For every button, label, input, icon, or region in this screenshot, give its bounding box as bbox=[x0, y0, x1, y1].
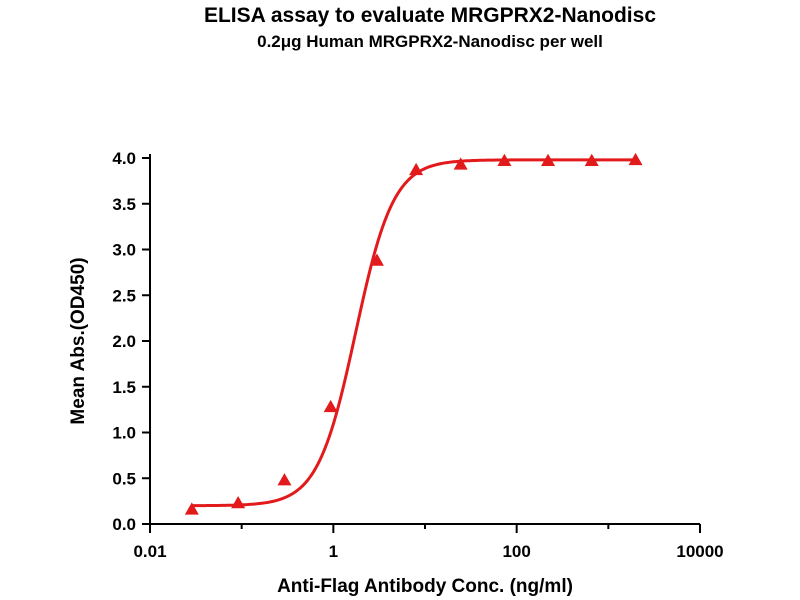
data-point bbox=[231, 495, 246, 509]
y-tick-label: 0.5 bbox=[112, 469, 136, 488]
data-points-layer bbox=[184, 152, 643, 515]
data-point bbox=[277, 473, 292, 486]
x-axis-label: Anti-Flag Antibody Conc. (ng/ml) bbox=[277, 576, 573, 597]
y-axis-label: Mean Abs.(OD450) bbox=[68, 257, 89, 424]
y-tick-label: 1.0 bbox=[112, 424, 136, 443]
y-tick-label: 2.5 bbox=[112, 286, 136, 305]
x-tick-label: 100 bbox=[502, 542, 530, 561]
data-point bbox=[184, 502, 199, 515]
data-point bbox=[323, 399, 338, 413]
axes: 0.0 0.5 1.0 1.5 2.0 2.5 3.0 3.5 4.0 0.01 1 100 10000 bbox=[112, 149, 723, 561]
fit-curve-layer bbox=[191, 158, 636, 508]
x-tick-label: 0.01 bbox=[133, 542, 166, 561]
chart-subtitle: 0.2μg Human MRGPRX2-Nanodisc per well bbox=[257, 32, 603, 51]
y-tick-label: 4.0 bbox=[112, 149, 136, 168]
data-point bbox=[409, 162, 424, 176]
data-point bbox=[541, 153, 556, 166]
fit-curve bbox=[191, 158, 636, 508]
y-tick-label: 1.5 bbox=[112, 378, 136, 397]
data-point bbox=[497, 153, 512, 166]
x-tick-label: 10000 bbox=[676, 542, 723, 561]
x-tick-label: 1 bbox=[329, 542, 338, 561]
data-point bbox=[584, 153, 599, 166]
data-point bbox=[369, 253, 384, 266]
y-tick-label: 3.0 bbox=[112, 241, 136, 260]
y-tick-label: 3.5 bbox=[112, 195, 136, 214]
chart-title: ELISA assay to evaluate MRGPRX2-Nanodisc bbox=[203, 4, 657, 27]
data-point bbox=[628, 152, 643, 166]
y-tick-label: 2.0 bbox=[112, 332, 136, 351]
data-point bbox=[453, 157, 468, 170]
y-tick-label: 0.0 bbox=[112, 515, 136, 534]
